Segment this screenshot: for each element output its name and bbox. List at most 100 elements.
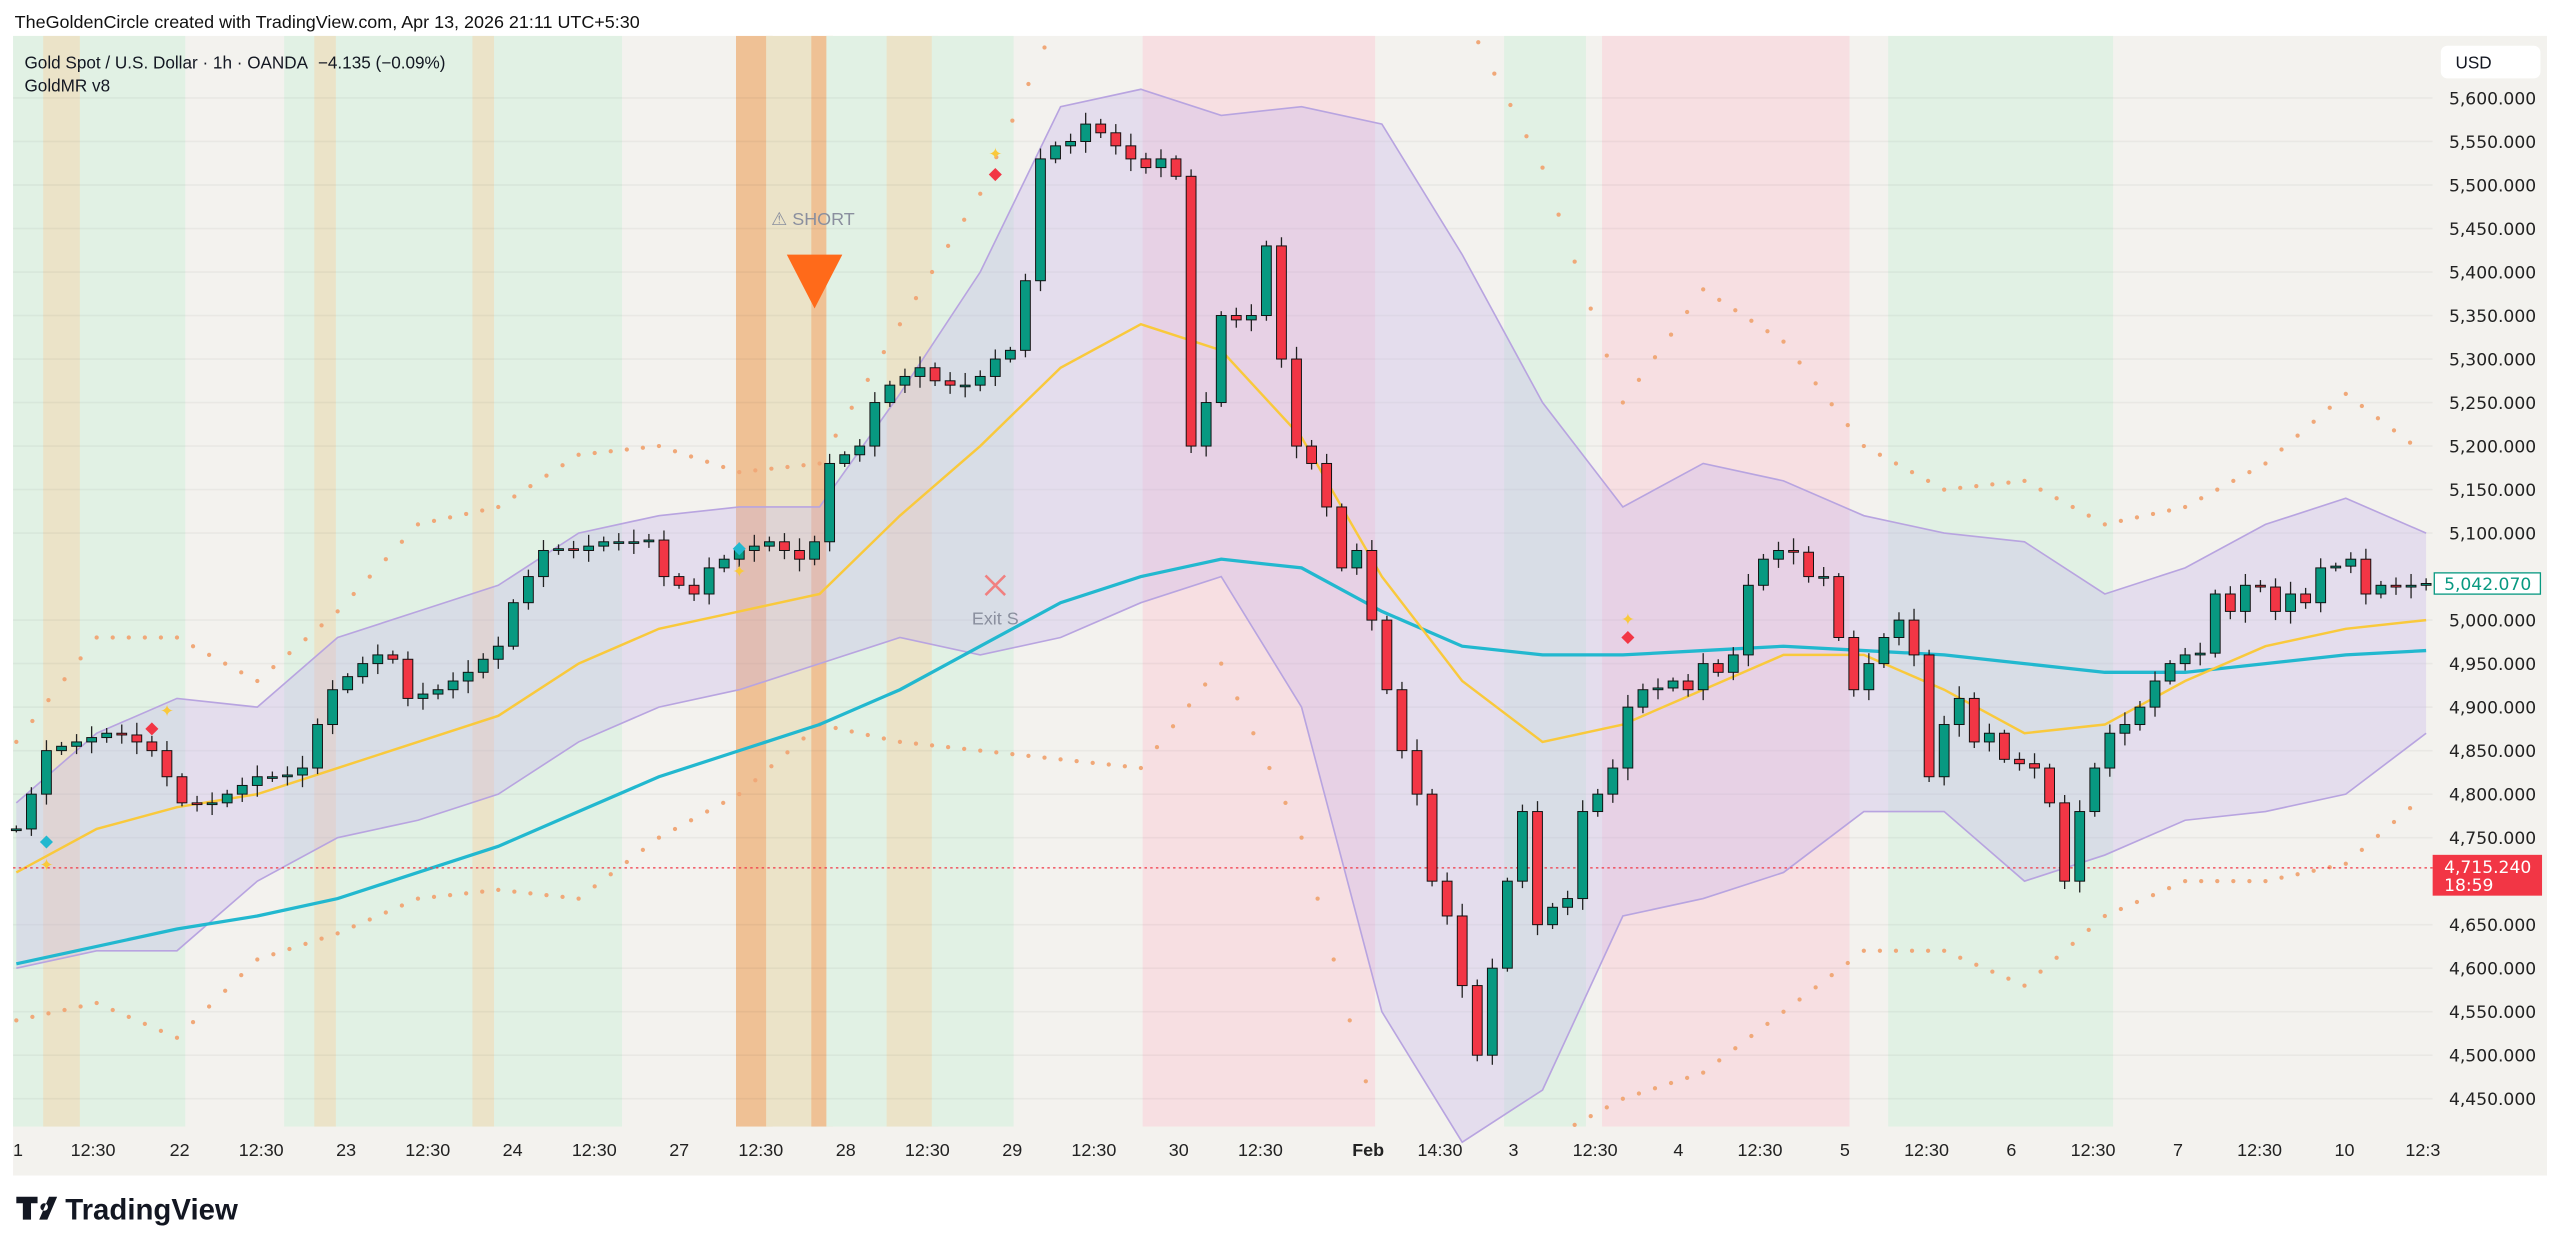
time-tick-label: 12:30	[1238, 1140, 1283, 1160]
candle	[1381, 615, 1393, 695]
candle	[2390, 577, 2402, 595]
candle	[1080, 112, 1092, 153]
candle-body	[161, 750, 173, 778]
grid-lines	[13, 97, 2433, 1100]
outer-upper-dot	[1492, 71, 1497, 76]
candle-body	[1185, 175, 1197, 447]
zone-beige	[886, 35, 939, 1127]
candle	[1818, 567, 1830, 587]
candle	[1261, 240, 1272, 321]
candle	[402, 651, 414, 707]
time-tick-label: 12:30	[738, 1140, 783, 1160]
candle-body	[41, 750, 52, 795]
price-axis[interactable]	[2432, 35, 2547, 1176]
outer-upper-dot	[287, 651, 292, 656]
candle	[1682, 674, 1694, 697]
candle-body	[944, 380, 956, 386]
symbol-title[interactable]: Gold Spot / U.S. Dollar · 1h · OANDA −4.1…	[24, 53, 445, 73]
candle	[1908, 608, 1920, 667]
outer-upper-dot	[1813, 381, 1818, 386]
diamond-cyan-icon	[39, 835, 53, 849]
outer-upper-dot	[480, 508, 485, 513]
candle	[523, 569, 534, 610]
time-tick-label: 10	[2335, 1140, 2355, 1160]
candle	[1517, 804, 1528, 889]
outer-lower-dot	[142, 1021, 147, 1026]
outer-upper-dot	[2295, 433, 2300, 438]
candle	[146, 735, 158, 757]
candle-body	[2330, 565, 2342, 569]
outer-lower-dot	[30, 1014, 35, 1020]
candle	[1547, 902, 1558, 930]
candle	[2179, 647, 2191, 671]
outer-lower-dot	[1331, 957, 1336, 962]
time-tick-label: 12:30	[2237, 1140, 2282, 1160]
time-tick-label: 12:3	[2405, 1140, 2440, 1160]
candle	[2315, 558, 2327, 613]
candle-body	[1155, 158, 1167, 169]
price-tick-label: 4,800.000	[2449, 786, 2536, 806]
outer-upper-dot	[801, 463, 806, 468]
candle	[1004, 346, 1016, 363]
candle	[974, 370, 986, 392]
candle	[1938, 715, 1950, 786]
outer-lower-dot	[1781, 1009, 1786, 1014]
candle	[2134, 701, 2146, 731]
time-axis-labels[interactable]: 1 12:30 22 12:30 23 12:30 24 12:30 27 12:30 28 12:3…	[13, 1140, 2440, 1160]
candle	[1065, 133, 1076, 154]
candle	[1848, 630, 1860, 697]
candle	[2240, 573, 2251, 623]
candle	[718, 554, 730, 573]
candle-body	[1848, 637, 1860, 691]
session-zones	[13, 35, 2114, 1127]
candle-body	[1908, 619, 1920, 656]
time-tick-label: 12:30	[239, 1140, 284, 1160]
time-tick-label: 12:30	[1071, 1140, 1116, 1160]
candle	[673, 573, 685, 589]
candle-body	[387, 654, 399, 660]
outer-lower-dot	[1701, 1070, 1706, 1075]
outer-lower-dot	[271, 952, 276, 957]
outer-lower-dot	[2295, 872, 2300, 877]
outer-upper-dot	[2183, 504, 2188, 510]
outer-upper-dot	[2086, 513, 2091, 518]
outer-lower-dot	[335, 931, 340, 936]
credit-line: TheGoldenCircle created with TradingView…	[15, 12, 640, 32]
candle-body	[809, 541, 820, 560]
candle	[899, 368, 911, 393]
time-tick-label: 27	[669, 1140, 689, 1160]
outer-upper-dot	[2199, 496, 2204, 501]
outer-upper-dot	[785, 464, 790, 470]
outer-upper-dot	[2231, 478, 2236, 483]
candle-body	[1547, 906, 1558, 926]
candle	[2224, 586, 2236, 620]
outer-lower-dot	[1010, 751, 1015, 757]
outer-lower-dot	[1620, 1096, 1625, 1101]
outer-upper-dot	[78, 656, 83, 661]
outer-lower-dot	[978, 748, 983, 753]
outer-lower-dot	[656, 835, 662, 840]
candle-body	[598, 541, 610, 547]
outer-upper-dot	[1877, 452, 1883, 457]
candle	[2059, 795, 2071, 889]
outer-lower-dot	[1170, 724, 1176, 729]
currency-button[interactable]	[2440, 45, 2541, 79]
candle	[86, 726, 98, 754]
outer-lower-dot	[2231, 879, 2236, 884]
indicator-name[interactable]: GoldMR v8	[24, 75, 110, 95]
candle	[1351, 543, 1363, 575]
candle-body	[2360, 558, 2372, 595]
outer-lower-dot	[190, 1020, 196, 1025]
time-tick-label: 12:30	[405, 1140, 450, 1160]
tradingview-logo[interactable]: TradingView	[16, 1194, 238, 1227]
currency-label: USD	[2456, 53, 2492, 73]
outer-upper-dot	[1909, 470, 1915, 475]
candle	[2014, 752, 2025, 771]
outer-lower-dot	[1299, 835, 1304, 840]
outer-lower-dot	[383, 910, 388, 915]
outer-upper-dot	[1524, 134, 1529, 139]
time-tick-label: 12:30	[71, 1140, 116, 1160]
outer-upper-dot	[1636, 377, 1642, 383]
